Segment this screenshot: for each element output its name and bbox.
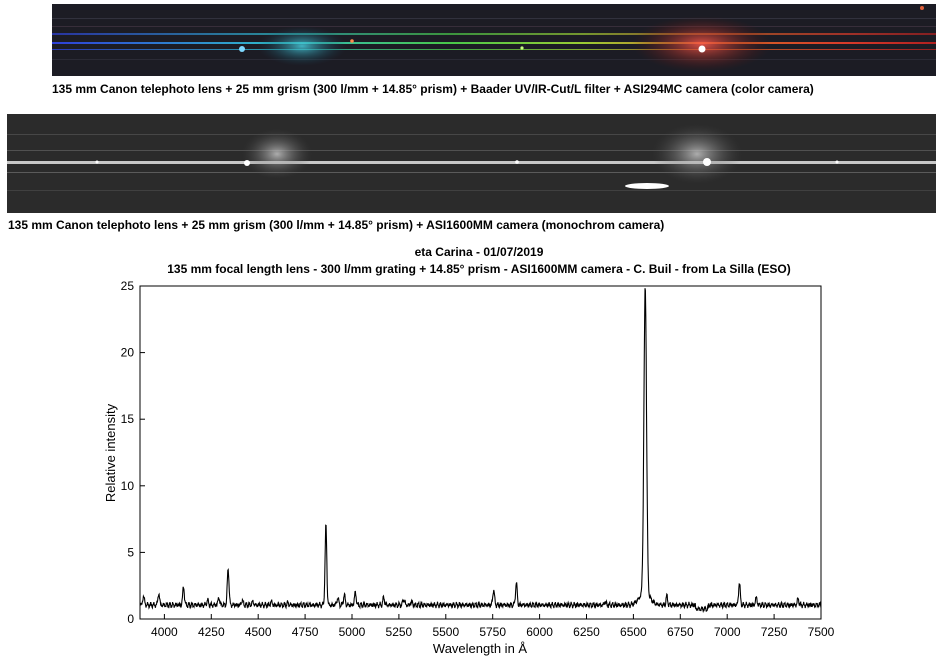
y-axis-label: Relative intensity bbox=[103, 403, 118, 502]
color-spectrum-image bbox=[52, 4, 936, 76]
x-tick-label: 4750 bbox=[292, 625, 319, 639]
x-axis-label: Wavelength in Å bbox=[433, 641, 528, 656]
x-tick-label: 5500 bbox=[432, 625, 459, 639]
plot-frame bbox=[139, 285, 822, 620]
y-axis: 0 5 10 15 20 25 bbox=[121, 279, 145, 626]
x-tick-label: 6500 bbox=[620, 625, 647, 639]
x-tick-label: 5750 bbox=[479, 625, 506, 639]
x-tick-label: 6750 bbox=[667, 625, 694, 639]
chart-subtitle: 135 mm focal length lens - 300 l/mm grat… bbox=[167, 262, 791, 276]
mono-spectrum-image bbox=[7, 114, 936, 213]
x-tick-label: 4500 bbox=[245, 625, 272, 639]
y-tick-label: 10 bbox=[121, 479, 135, 493]
x-tick-label: 4250 bbox=[198, 625, 225, 639]
x-tick-label: 5250 bbox=[386, 625, 413, 639]
y-tick-label: 0 bbox=[127, 612, 134, 626]
x-tick-label: 5000 bbox=[339, 625, 366, 639]
color-camera-caption: 135 mm Canon telephoto lens + 25 mm gris… bbox=[52, 82, 814, 96]
x-tick-label: 7000 bbox=[714, 625, 741, 639]
y-tick-label: 5 bbox=[127, 545, 134, 559]
x-tick-label: 7250 bbox=[761, 625, 788, 639]
spectrum-chart: eta Carina - 01/07/2019 135 mm focal len… bbox=[103, 245, 835, 656]
y-tick-label: 25 bbox=[121, 279, 135, 293]
spectrum-series-line bbox=[139, 288, 822, 614]
x-tick-label: 6250 bbox=[573, 625, 600, 639]
mono-camera-caption: 135 mm Canon telephoto lens + 25 mm gris… bbox=[8, 218, 665, 232]
peak-marks bbox=[143, 298, 800, 604]
chart-title: eta Carina - 01/07/2019 bbox=[415, 245, 544, 259]
y-tick-label: 20 bbox=[121, 346, 135, 360]
x-tick-label: 4000 bbox=[151, 625, 178, 639]
y-tick-label: 15 bbox=[121, 412, 135, 426]
x-axis: 4000 4250 4500 4750 5000 5250 5500 5750 6000 6250… bbox=[151, 614, 835, 639]
x-tick-label: 6000 bbox=[526, 625, 553, 639]
x-tick-label: 7500 bbox=[808, 625, 835, 639]
